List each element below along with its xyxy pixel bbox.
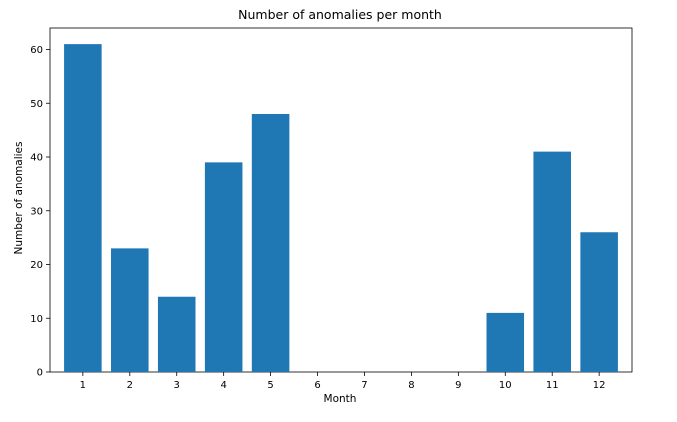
bar-12 [580, 232, 618, 372]
bars [64, 44, 618, 373]
x-tick-label-5: 5 [267, 380, 273, 391]
x-tick-label-2: 2 [127, 380, 133, 391]
axes [49, 27, 633, 373]
y-tick-label: 30 [30, 206, 43, 217]
x-tick-label-7: 7 [361, 380, 367, 391]
bar-5 [251, 114, 290, 372]
y-axis-label: Number of anomalies [13, 142, 25, 255]
x-tick-label-4: 4 [220, 380, 226, 391]
bar-10 [486, 312, 525, 373]
x-tick-label-10: 10 [499, 380, 512, 391]
bar-2 [111, 248, 149, 373]
x-tick-label-12: 12 [593, 380, 606, 391]
y-axis-ticks: 0 10 20 30 40 50 60 [30, 45, 50, 379]
x-tick-label-1: 1 [80, 380, 86, 391]
y-tick-label: 40 [30, 153, 43, 164]
y-tick-label: 60 [30, 45, 43, 56]
bar-4 [204, 162, 243, 373]
x-tick-label-6: 6 [314, 380, 320, 391]
y-tick-label: 10 [30, 314, 43, 325]
chart-title: Number of anomalies per month [238, 7, 442, 22]
x-axis-ticks: 1 2 3 4 5 6 7 8 9 10 11 12 [80, 372, 606, 391]
bar-1 [64, 44, 102, 373]
y-tick-label: 20 [30, 260, 43, 271]
bar-3 [157, 296, 196, 372]
x-tick-label-3: 3 [174, 380, 180, 391]
plot-frame [49, 27, 633, 373]
x-axis-label: Month [324, 393, 357, 405]
x-tick-label-11: 11 [546, 380, 559, 391]
bar-11 [533, 151, 571, 373]
y-tick-label: 0 [37, 368, 43, 379]
x-tick-label-8: 8 [408, 380, 414, 391]
x-tick-label-9: 9 [455, 380, 461, 391]
y-tick-label: 50 [30, 99, 43, 110]
